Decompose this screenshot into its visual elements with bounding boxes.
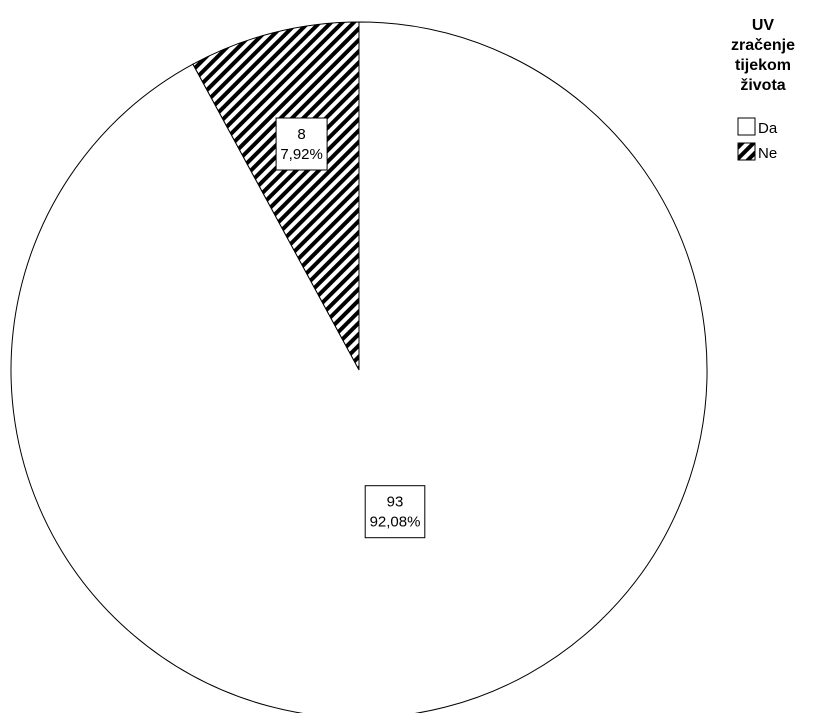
slice-count-label: 8 bbox=[297, 126, 305, 143]
slice-label-ne: 8 7,92% bbox=[275, 117, 328, 171]
slice-count-label: 93 bbox=[387, 494, 404, 511]
legend-label-da: Da bbox=[758, 120, 778, 137]
slice-label-da: 93 92,08% bbox=[364, 485, 426, 539]
pie-slices bbox=[10, 21, 708, 713]
pie-slice-da bbox=[10, 21, 708, 713]
legend-title-line-1: UV bbox=[752, 17, 775, 34]
slice-percent-label: 7,92% bbox=[280, 146, 323, 163]
legend-title-line-4: života bbox=[740, 77, 785, 94]
legend-label-ne: Ne bbox=[758, 145, 777, 162]
slice-labels: 93 92,08% 8 7,92% bbox=[275, 117, 426, 539]
slice-label-box bbox=[275, 117, 328, 171]
slice-percent-label: 92,08% bbox=[370, 514, 421, 531]
legend-title-line-3: tijekom bbox=[735, 57, 791, 74]
slice-label-box bbox=[364, 485, 426, 539]
legend-title-line-2: zračenje bbox=[731, 37, 795, 54]
legend-swatch-da bbox=[737, 117, 756, 136]
pie-slice-ne bbox=[192, 21, 360, 371]
legend: UV zračenje tijekom života Da Ne bbox=[731, 17, 795, 162]
legend-swatch-ne bbox=[737, 142, 756, 161]
